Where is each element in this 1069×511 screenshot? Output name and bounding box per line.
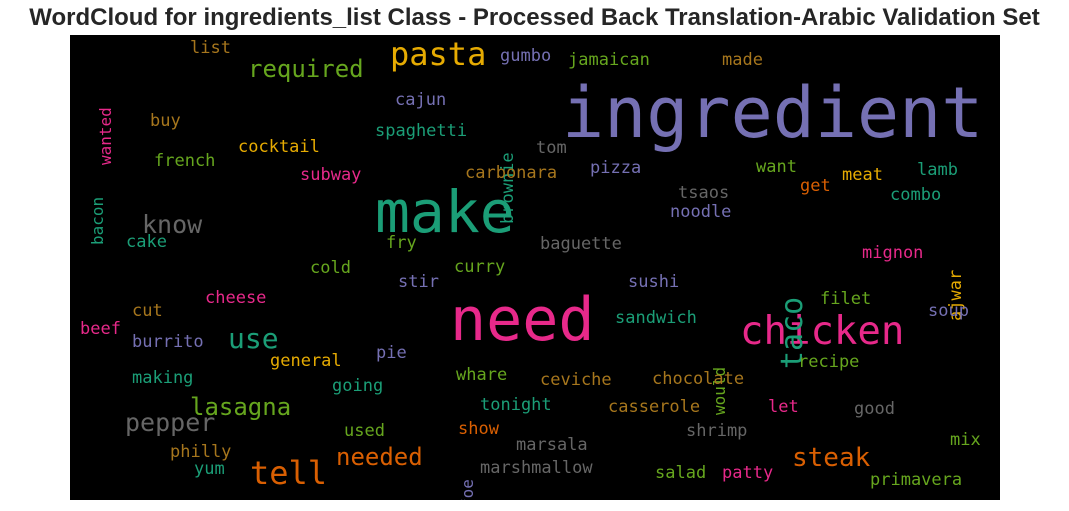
word-chocolate: chocolate xyxy=(652,369,745,389)
word-noodle: noodle xyxy=(670,202,732,222)
word-stir: stir xyxy=(398,272,439,292)
word-lasagna: lasagna xyxy=(190,393,292,421)
word-chicken: chicken xyxy=(740,309,905,354)
word-cheese: cheese xyxy=(205,288,267,308)
word-filet: filet xyxy=(820,289,872,309)
word-spaghetti: spaghetti xyxy=(375,121,468,141)
word-sandwich: sandwich xyxy=(615,308,697,328)
word-burrito: burrito xyxy=(132,332,204,352)
word-steak: steak xyxy=(792,443,871,473)
word-pasta: pasta xyxy=(390,35,487,73)
word-get: get xyxy=(800,176,831,196)
word-cajun: cajun xyxy=(395,90,447,110)
word-patty: patty xyxy=(722,463,774,483)
word-ceviche: ceviche xyxy=(540,370,612,390)
word-cold: cold xyxy=(310,258,351,278)
word-mignon: mignon xyxy=(862,243,924,263)
word-curry: curry xyxy=(454,257,506,277)
chart-title: WordCloud for ingredients_list Class - P… xyxy=(29,4,1040,31)
word-let: let xyxy=(768,397,799,417)
word-tsaos: tsaos xyxy=(678,183,730,203)
word-marshmallow: marshmallow xyxy=(480,458,593,478)
word-jamaican: jamaican xyxy=(568,50,650,70)
word-cocktail: cocktail xyxy=(238,137,320,157)
word-show: show xyxy=(458,419,499,439)
word-marsala: marsala xyxy=(516,435,588,455)
word-cut: cut xyxy=(132,301,163,321)
word-combo: combo xyxy=(890,185,942,205)
word-carbonara: carbonara xyxy=(465,163,558,183)
word-tell: tell xyxy=(250,454,328,492)
word-meat: meat xyxy=(842,165,883,185)
word-use: use xyxy=(228,322,279,355)
word-french: french xyxy=(154,151,216,171)
word-good: good xyxy=(854,399,895,419)
word-salad: salad xyxy=(655,463,707,483)
word-cake: cake xyxy=(126,232,167,252)
word-buy: buy xyxy=(150,111,181,131)
word-tonight: tonight xyxy=(480,395,552,415)
word-cloud-canvas: ingredient need make chicken pasta tell taco st… xyxy=(70,35,1000,500)
word-fry: fry xyxy=(386,233,417,253)
word-pizza: pizza xyxy=(590,158,642,178)
word-casserole: casserole xyxy=(608,397,701,417)
word-wanted: wanted xyxy=(96,106,115,165)
word-primavera: primavera xyxy=(870,470,963,490)
word-subway: subway xyxy=(300,165,362,185)
word-ingredient: ingredient xyxy=(562,72,984,154)
word-baguette: baguette xyxy=(540,234,622,254)
word-general: general xyxy=(270,351,342,371)
word-made: made xyxy=(722,50,763,70)
word-gumbo: gumbo xyxy=(500,46,552,66)
word-shrimp: shrimp xyxy=(686,421,748,441)
word-foe: foe xyxy=(458,478,477,500)
word-sushi: sushi xyxy=(628,272,680,292)
word-list: list xyxy=(190,38,231,58)
word-going: going xyxy=(332,376,384,396)
word-beef: beef xyxy=(80,319,121,339)
word-required: required xyxy=(248,55,364,83)
word-pie: pie xyxy=(376,343,407,363)
word-want: want xyxy=(756,157,797,177)
word-pepper: pepper xyxy=(125,408,216,437)
word-soup: soup xyxy=(928,301,969,321)
word-recipe: recipe xyxy=(798,352,860,372)
word-lamb: lamb xyxy=(917,160,958,180)
word-philly: philly xyxy=(170,442,232,462)
word-whare: whare xyxy=(456,365,508,385)
word-tom: tom xyxy=(536,138,567,158)
word-mix: mix xyxy=(950,430,981,450)
word-making: making xyxy=(132,368,194,388)
word-make: make xyxy=(375,178,515,246)
word-know: know xyxy=(142,210,203,239)
word-yum: yum xyxy=(194,459,225,479)
word-bacon: bacon xyxy=(88,196,107,245)
word-need: need xyxy=(450,285,595,355)
word-used: used xyxy=(344,421,385,441)
word-needed: needed xyxy=(336,443,423,471)
